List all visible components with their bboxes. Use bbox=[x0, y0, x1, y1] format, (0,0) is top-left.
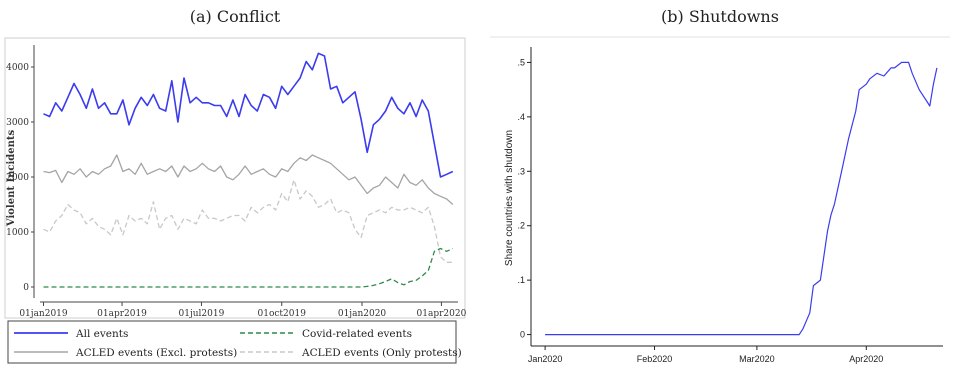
panel-conflict: (a) Conflict 0 1000 2000 3000 4000 01jan2019 0… bbox=[0, 0, 470, 376]
series-line-shutdown-share bbox=[545, 61, 938, 336]
series-line-acled-events-only-protests bbox=[43, 179, 453, 263]
x-tick-label: 01apr2019 bbox=[97, 309, 147, 319]
y-tick-label: .1 bbox=[517, 275, 525, 285]
x-tick-label: 01jan2020 bbox=[338, 309, 387, 319]
legend: All events Covid-related events ACLED ev… bbox=[7, 320, 462, 364]
x-tick-label: 01oct2019 bbox=[258, 309, 307, 319]
legend-label-excl-protests: ACLED events (Excl. protests) bbox=[75, 347, 237, 359]
legend-label-covid: Covid-related events bbox=[302, 328, 412, 340]
x-tick-label: Apr2020 bbox=[849, 354, 883, 364]
x-tick-label: 01jan2019 bbox=[19, 309, 68, 319]
legend-label-all-events: All events bbox=[75, 328, 128, 340]
legend-label-only-protests: ACLED events (Only protests) bbox=[301, 347, 462, 359]
y-tick-label: 3000 bbox=[6, 118, 29, 128]
legend-box bbox=[7, 320, 457, 364]
series-line-all-events bbox=[43, 52, 454, 178]
x-tick-label: Mar2020 bbox=[739, 354, 775, 364]
x-tick-label: 01jul2019 bbox=[179, 309, 225, 319]
y-tick-label: 2000 bbox=[6, 173, 29, 183]
x-tick-label: Jan2020 bbox=[528, 354, 563, 364]
panel-shutdowns: (b) Shutdowns 0 .1 .2 .3 .4 .5 Jan2020 Feb2020 M… bbox=[485, 0, 955, 376]
chart-caption: (b) Shutdowns bbox=[661, 7, 779, 26]
chart-caption: (a) Conflict bbox=[190, 7, 281, 26]
conflict-chart: (a) Conflict 0 1000 2000 3000 4000 01jan2019 0… bbox=[4, 7, 467, 364]
x-tick-label: Feb2020 bbox=[637, 354, 673, 364]
shutdowns-chart: (b) Shutdowns 0 .1 .2 .3 .4 .5 Jan2020 Feb2020 M… bbox=[490, 7, 950, 364]
y-tick-label: .3 bbox=[517, 166, 525, 176]
y-axis-label: Violent Incidents bbox=[6, 129, 17, 227]
y-tick-label: .2 bbox=[517, 221, 525, 231]
y-tick-label: 0 bbox=[23, 283, 29, 293]
y-tick-label: 0 bbox=[520, 330, 525, 340]
series-line-covid-related-events bbox=[43, 247, 454, 288]
y-tick-label: 1000 bbox=[6, 228, 29, 238]
y-tick-label: .4 bbox=[517, 112, 525, 122]
series-line-acled-events-excl-protests bbox=[43, 154, 454, 205]
y-tick-label: .5 bbox=[517, 57, 525, 67]
x-tick-label: 01apr2020 bbox=[417, 309, 467, 319]
y-axis-label: Share countries with shutdown bbox=[504, 130, 515, 266]
y-tick-label: 4000 bbox=[6, 63, 29, 73]
plot-frame bbox=[4, 37, 466, 319]
